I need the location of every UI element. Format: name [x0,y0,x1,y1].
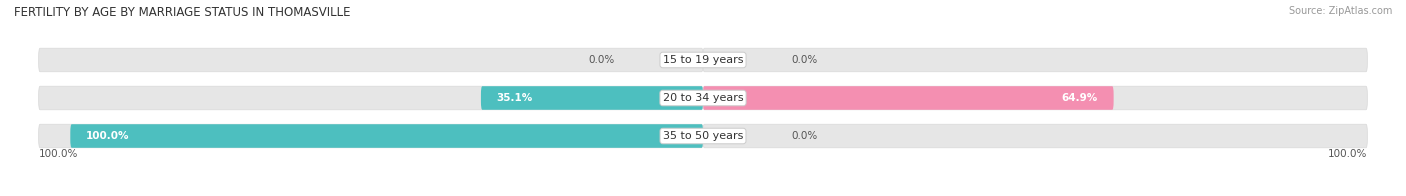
Text: 100.0%: 100.0% [38,149,79,159]
FancyBboxPatch shape [38,48,703,72]
FancyBboxPatch shape [70,124,703,148]
Text: FERTILITY BY AGE BY MARRIAGE STATUS IN THOMASVILLE: FERTILITY BY AGE BY MARRIAGE STATUS IN T… [14,6,350,19]
Text: 35.1%: 35.1% [496,93,533,103]
Text: 15 to 19 years: 15 to 19 years [662,55,744,65]
FancyBboxPatch shape [38,124,703,148]
Text: 64.9%: 64.9% [1062,93,1098,103]
Text: 100.0%: 100.0% [1327,149,1367,159]
Text: 100.0%: 100.0% [86,131,129,141]
Text: Source: ZipAtlas.com: Source: ZipAtlas.com [1288,6,1392,16]
FancyBboxPatch shape [703,86,1367,110]
Text: 0.0%: 0.0% [792,131,818,141]
FancyBboxPatch shape [703,124,1367,148]
Text: 20 to 34 years: 20 to 34 years [662,93,744,103]
FancyBboxPatch shape [481,86,703,110]
FancyBboxPatch shape [703,48,1367,72]
FancyBboxPatch shape [703,86,1114,110]
FancyBboxPatch shape [38,86,703,110]
Text: 0.0%: 0.0% [588,55,614,65]
Text: 35 to 50 years: 35 to 50 years [662,131,744,141]
Text: 0.0%: 0.0% [792,55,818,65]
